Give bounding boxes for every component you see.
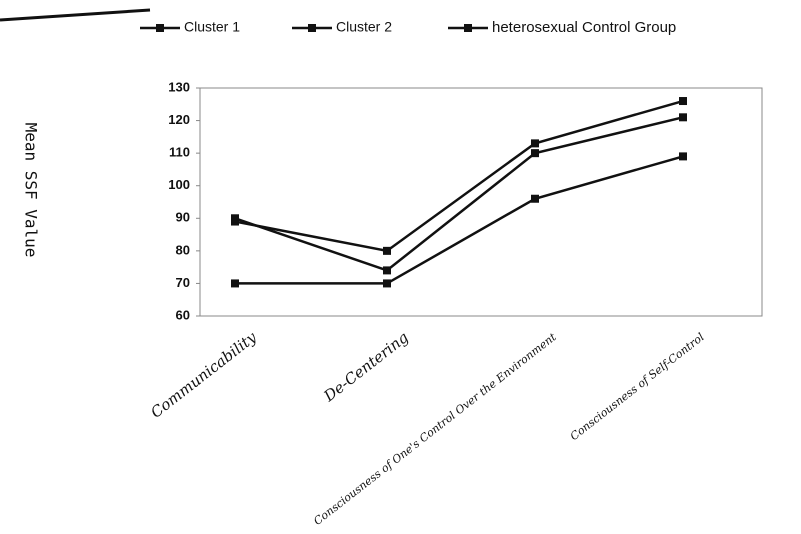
series-line [234, 99, 684, 253]
y-tick-label: 80 [176, 242, 190, 257]
data-point [531, 149, 539, 158]
x-tick-label: Communicability [147, 328, 260, 422]
x-tick-label: Consciousness of Self-Control [568, 330, 707, 443]
y-tick-label: 130 [168, 79, 190, 94]
y-tick-label: 100 [168, 177, 190, 192]
data-point [231, 279, 239, 288]
y-tick-label: 90 [176, 210, 190, 225]
legend-marker [156, 24, 164, 32]
data-point [679, 97, 687, 106]
data-point [231, 214, 239, 223]
plot-frame [199, 87, 763, 317]
data-point [531, 194, 539, 203]
y-tick-label: 60 [176, 307, 190, 322]
x-tick-label: Consciousness of One's Control Over the … [311, 330, 559, 528]
data-point [383, 246, 391, 255]
legend-label: Cluster 1 [184, 19, 240, 35]
data-point [383, 279, 391, 288]
legend-marker [464, 24, 472, 32]
scan-mark [0, 8, 151, 22]
x-tick-label: De-Centering [320, 328, 412, 406]
series-line [234, 116, 684, 272]
legend-label: Cluster 2 [336, 19, 392, 35]
y-axis-label: Mean SSF Value [22, 123, 41, 258]
legend-marker [308, 24, 316, 32]
data-point [531, 139, 539, 148]
y-tick-label: 120 [168, 112, 190, 127]
y-tick-label: 70 [176, 275, 190, 290]
data-point [679, 113, 687, 122]
y-tick-label: 110 [169, 145, 190, 160]
series-line [235, 155, 684, 285]
data-point [383, 266, 391, 275]
legend-label: heterosexual Control Group [492, 19, 676, 36]
data-point [679, 152, 687, 161]
